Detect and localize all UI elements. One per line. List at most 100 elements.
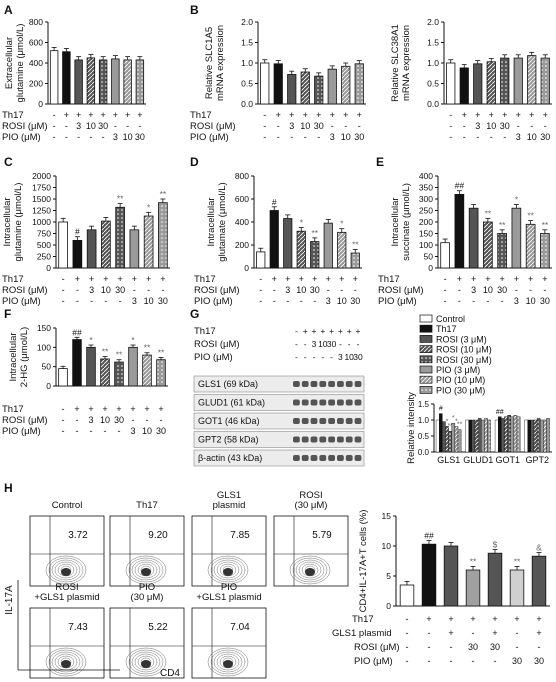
chart-H-bar-3 <box>465 569 481 607</box>
chart-H-sig-mark: ** <box>514 556 521 566</box>
chart-E-row-sign: + <box>514 274 519 284</box>
blot-band <box>354 436 362 443</box>
chart-B2-row-sign: + <box>462 110 467 120</box>
chart-D-row-sign: + <box>339 274 344 284</box>
chart-B1-row-sign: + <box>289 110 294 120</box>
chart-E-bar-7 <box>540 233 550 269</box>
chart-F-row-sign: + <box>116 404 121 414</box>
chart-F-row-sign: + <box>130 404 135 414</box>
chart-C-row-sign: + <box>146 274 151 284</box>
chart-F-bar-6 <box>142 354 152 387</box>
chart-C-y-axis-label: Intracellular <box>2 197 13 246</box>
chart-B2-bar-4 <box>500 57 510 105</box>
chart-G-bar <box>546 418 550 453</box>
chart-G-bar <box>543 419 547 453</box>
chart-C-row-sign: + <box>160 274 165 284</box>
flow-contour <box>213 651 243 673</box>
flow-plot-frame <box>29 515 105 587</box>
blot-band <box>293 418 300 424</box>
flow-contour <box>54 561 78 579</box>
chart-A-bar-2 <box>74 59 83 105</box>
panel-label: E <box>376 155 384 169</box>
flow-title: plasmid <box>213 500 246 511</box>
chart-B2-row-sign: 10 <box>527 132 537 142</box>
blot-band <box>319 436 327 443</box>
panel-label: D <box>190 155 199 169</box>
chart-H-row-sign: - <box>538 642 541 652</box>
chart-E-row-sign: + <box>471 274 476 284</box>
chart-A-y-axis-label: glutamine (μmol/L) <box>15 24 26 103</box>
chart-B2-row-sign: - <box>544 121 547 131</box>
chart-E-row-sign: 30 <box>497 285 507 295</box>
chart-B1-row-sign: + <box>343 110 348 120</box>
chart-D-row-sign: + <box>272 274 277 284</box>
chart-C-bar-6 <box>143 215 154 269</box>
chart-B2-row-sign: + <box>543 110 548 120</box>
chart-A-row-sign: + <box>88 110 93 120</box>
chart-G-sig-mark: ## <box>496 409 504 416</box>
chart-A-row-sign: 3 <box>76 121 81 131</box>
chart-B2-bar-1 <box>459 67 469 105</box>
chart-H-row-sign: + <box>536 614 541 624</box>
legend-label: ROSI (3 μM) <box>436 334 487 344</box>
chart-G-y-tick-label: 0.5 <box>418 432 430 441</box>
flow-title: PIO <box>139 582 155 593</box>
chart-H-y-tick-label: 15 <box>382 511 392 521</box>
chart-D-row-sign: - <box>259 274 262 284</box>
chart-E-y-tick-label: 200 <box>419 217 433 227</box>
flow-percentage: 7.85 <box>230 530 250 541</box>
chart-C-sig-mark: * <box>147 202 151 212</box>
blot-band <box>319 381 327 387</box>
chart-F-y-tick-label: 150 <box>37 323 51 333</box>
chart-B1-row-label: Th17 <box>190 110 212 121</box>
chart-A-row-sign: 10 <box>123 132 133 142</box>
chart-A-y-tick-label: 0 <box>38 99 43 109</box>
chart-C-bar-2 <box>86 229 97 269</box>
chart-D-sig-mark: * <box>340 219 344 229</box>
chart-F-sig-mark: * <box>89 335 93 345</box>
chart-F-row-sign: - <box>76 415 79 425</box>
chart-G-sig-mark: * <box>446 418 449 425</box>
flow-percentage: 5.79 <box>312 530 332 541</box>
chart-G-bar <box>442 421 446 453</box>
chart-A-row-sign: - <box>114 121 117 131</box>
blot-band <box>345 455 353 461</box>
chart-B2-bar-2 <box>473 63 483 105</box>
panel-label: F <box>4 307 11 321</box>
chart-C-row-sign: - <box>62 274 65 284</box>
chart-E-row-label: ROSI (μM) <box>378 285 424 296</box>
panel-label: H <box>4 481 13 495</box>
chart-C-sig-mark: ** <box>117 194 124 204</box>
chart-F-row-sign: + <box>144 404 149 414</box>
chart-B2-row-sign: + <box>489 110 494 120</box>
chart-D-row-sign: - <box>327 285 330 295</box>
chart-B1-row-sign: + <box>303 110 308 120</box>
chart-A-row-sign: + <box>125 110 130 120</box>
chart-E-sig-mark: ** <box>542 220 549 230</box>
chart-F-bar-5 <box>128 346 138 387</box>
chart-H-bar-6 <box>531 555 547 607</box>
blot-band-label: GLUD1 (61 kDa) <box>198 398 265 408</box>
chart-B2-row-sign: - <box>503 132 506 142</box>
blot-band <box>319 455 327 461</box>
blot-band-row <box>193 375 365 393</box>
legend-swatch <box>419 335 433 343</box>
flow-contour <box>48 557 84 583</box>
chart-C-row-sign: + <box>132 274 137 284</box>
chart-F-bar-2 <box>86 346 96 387</box>
chart-F-row-sign: + <box>88 404 93 414</box>
chart-A-row-label: ROSI (μM) <box>2 121 48 132</box>
chart-B2-bar-5 <box>513 57 523 105</box>
legend-label: Th17 <box>436 324 457 334</box>
chart-B2-row-sign: + <box>475 110 480 120</box>
chart-F-row-label: Th17 <box>2 404 24 415</box>
blot-band <box>337 418 344 424</box>
flow-contour <box>210 649 246 675</box>
chart-H-row-label: PIO (μM) <box>354 656 393 667</box>
flow-contour <box>207 647 249 677</box>
blot-header-label: Th17 <box>194 326 216 337</box>
chart-G-bar <box>487 419 491 453</box>
blot-band <box>319 418 327 424</box>
chart-A-y-tick-label: 600 <box>29 38 43 48</box>
chart-C-row-sign: 10 <box>101 285 111 295</box>
